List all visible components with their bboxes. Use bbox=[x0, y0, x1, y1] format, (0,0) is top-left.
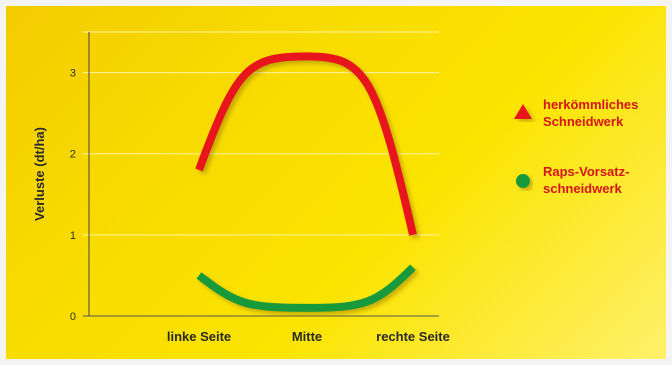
legend: herkömmliches Schneidwerk Raps-Vorsatz-sch… bbox=[514, 97, 638, 196]
x-tick-labels: linke Seite Mitte rechte Seite bbox=[167, 329, 450, 344]
y-tick-labels: 0 1 2 3 bbox=[70, 68, 76, 323]
loss-chart: 0 1 2 3 linke Seite Mitte rechte Seite Verlus… bbox=[32, 31, 638, 344]
x-tick-label: linke Seite bbox=[167, 329, 231, 344]
legend-label: Raps-Vorsatz- bbox=[543, 164, 629, 179]
grid-lines bbox=[83, 31, 439, 317]
series-line-1 bbox=[196, 264, 416, 312]
y-tick-label: 1 bbox=[70, 230, 76, 242]
chart-panel: 0 1 2 3 linke Seite Mitte rechte Seite Verlus… bbox=[6, 6, 666, 359]
legend-label: schneidwerk bbox=[543, 181, 623, 196]
legend-triangle-icon bbox=[514, 104, 532, 119]
legend-label: Schneidwerk bbox=[543, 114, 624, 129]
series-line-0 bbox=[195, 52, 417, 236]
y-tick-label: 3 bbox=[70, 68, 76, 80]
y-tick-label: 2 bbox=[70, 149, 76, 161]
y-tick-label: 0 bbox=[70, 311, 76, 323]
series-lines bbox=[195, 52, 417, 312]
x-tick-label: Mitte bbox=[292, 329, 322, 344]
x-tick-label: rechte Seite bbox=[376, 329, 450, 344]
y-axis-label: Verluste (dt/ha) bbox=[32, 127, 47, 221]
legend-circle-icon bbox=[516, 174, 530, 188]
legend-label: herkömmliches bbox=[543, 97, 638, 112]
